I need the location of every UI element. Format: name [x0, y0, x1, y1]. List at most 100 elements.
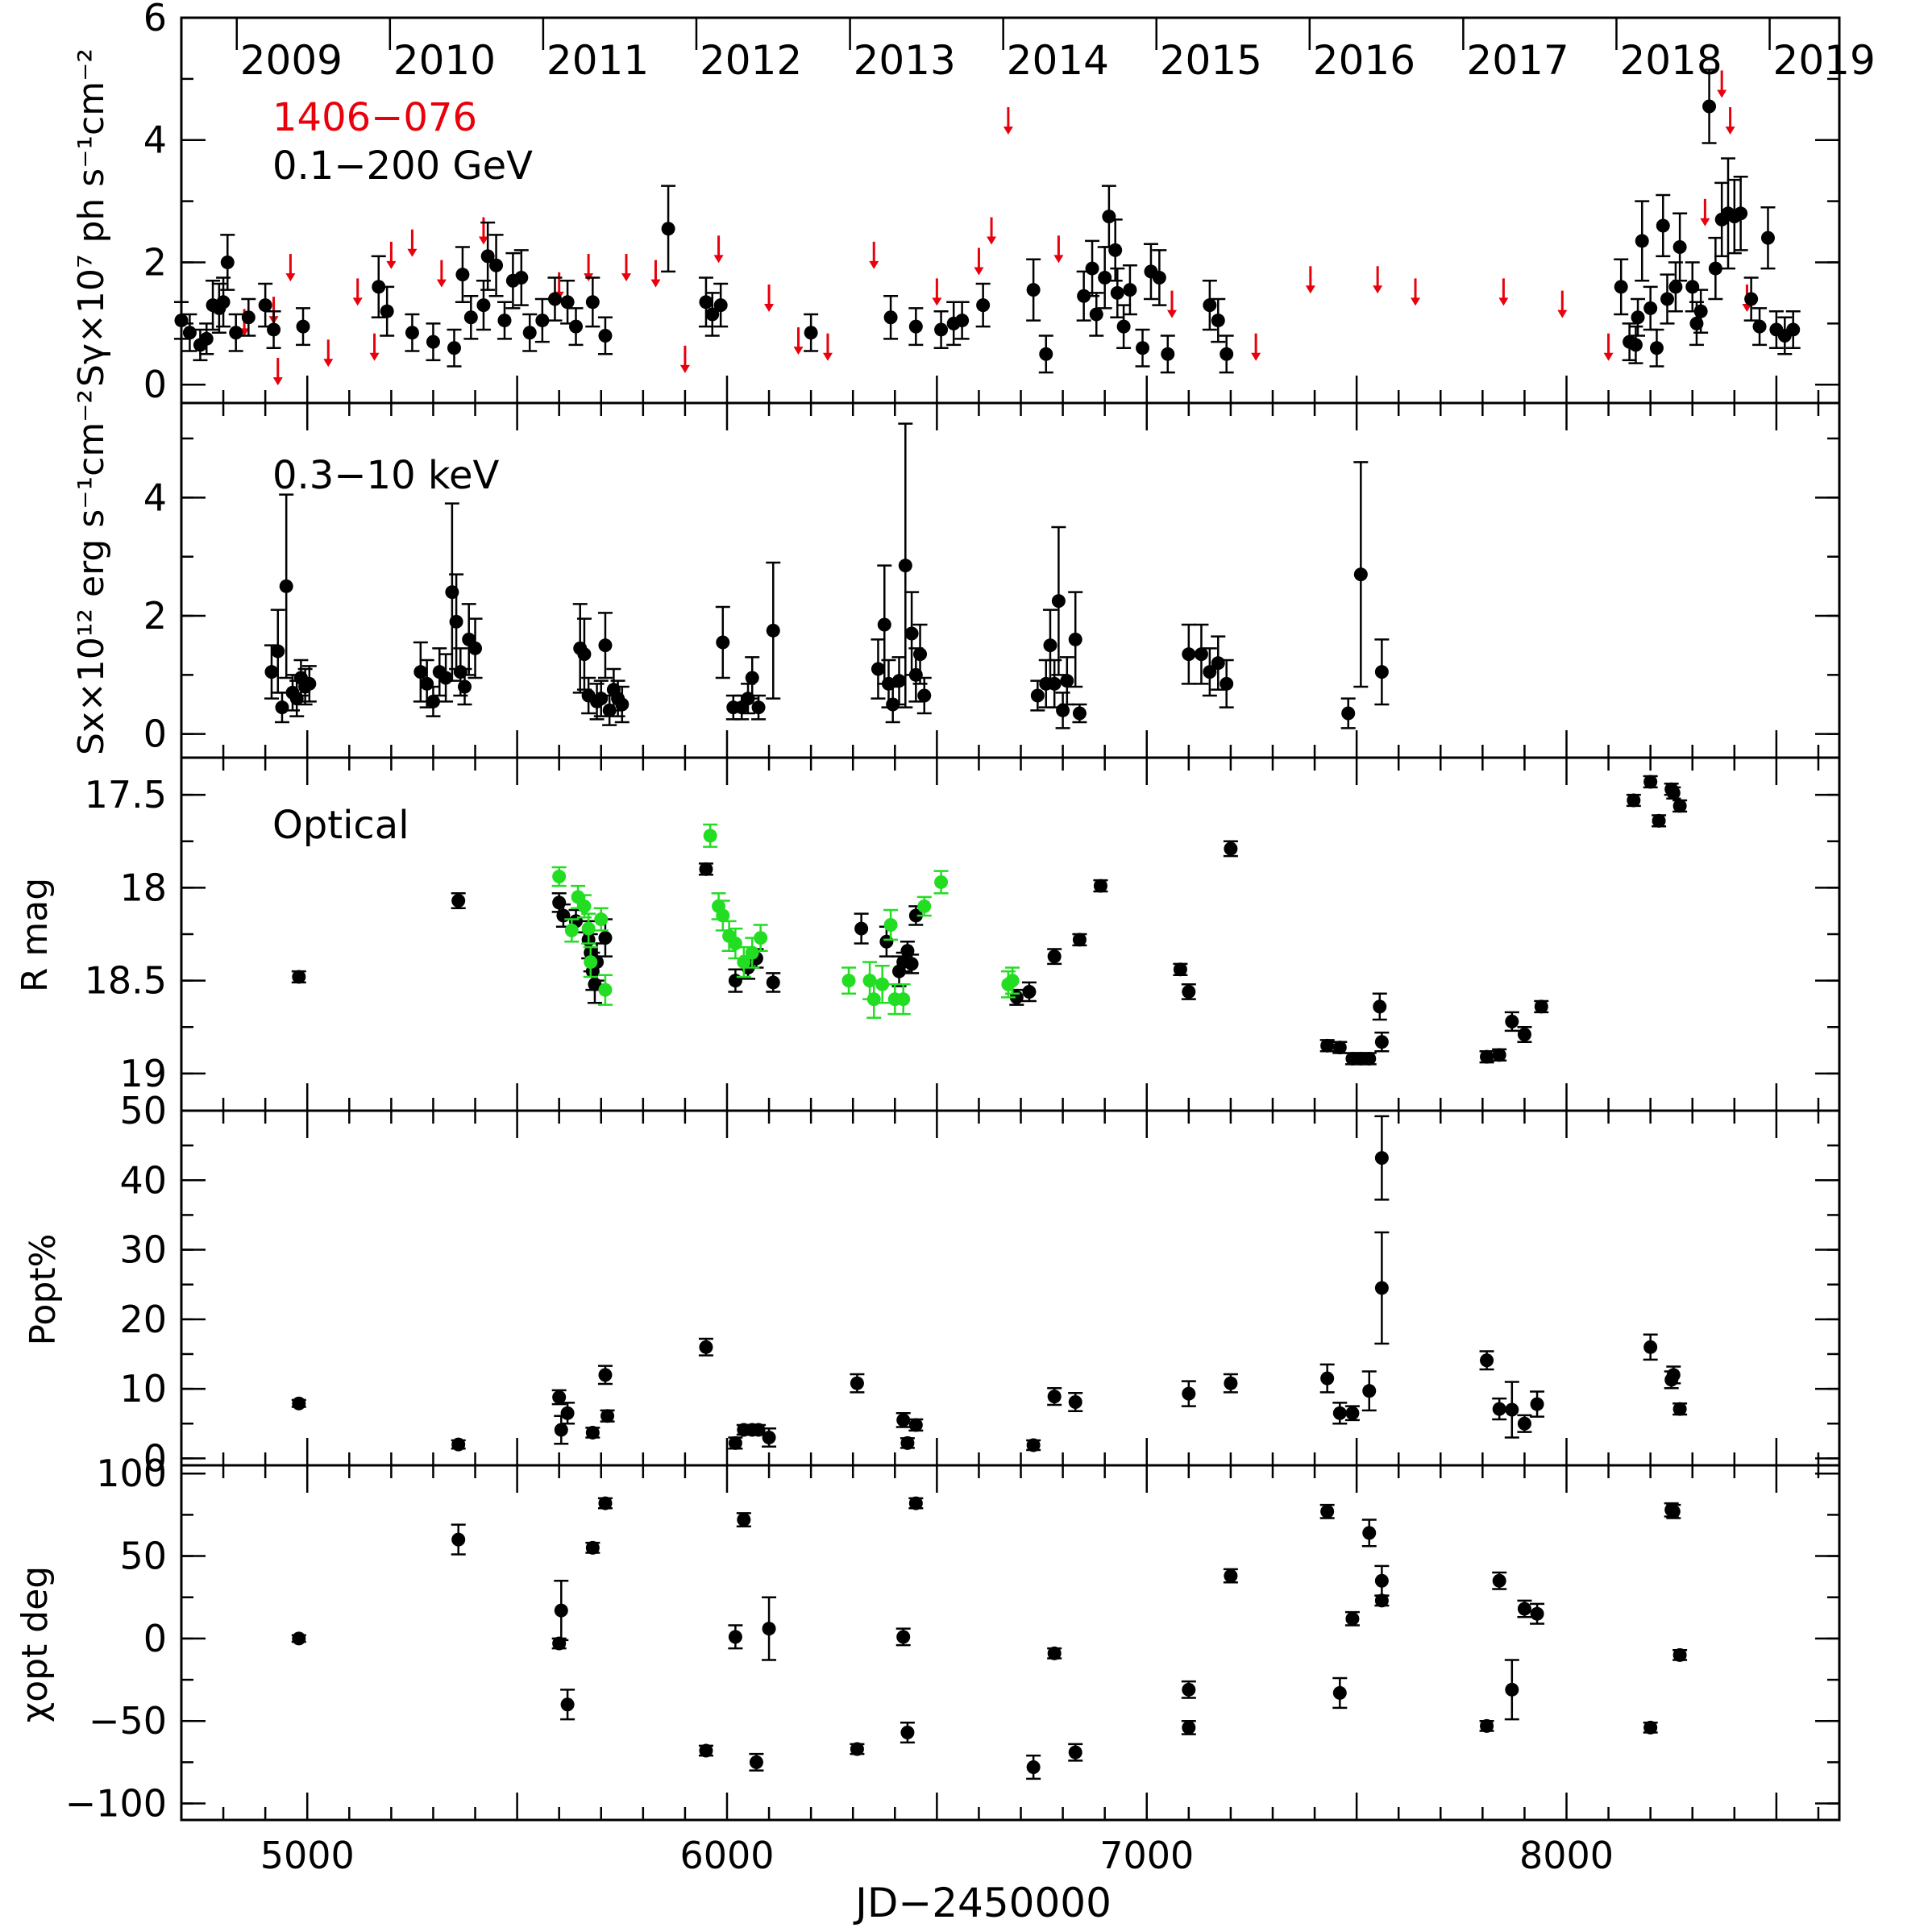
- upper-limit-head: [272, 377, 283, 386]
- data-point: [274, 692, 289, 724]
- data-marker: [1374, 1573, 1389, 1588]
- upper-limit-arrow: [932, 278, 942, 306]
- data-marker: [1022, 984, 1037, 999]
- data-marker: [451, 894, 466, 908]
- data-marker: [883, 917, 898, 932]
- data-point: [728, 1624, 743, 1650]
- data-marker: [552, 1636, 567, 1651]
- year-label: 2018: [1619, 37, 1722, 84]
- data-point: [900, 1435, 915, 1450]
- data-point: [1122, 264, 1137, 316]
- data-marker: [1108, 243, 1123, 257]
- data-marker: [1093, 879, 1107, 893]
- data-point: [380, 285, 395, 337]
- data-marker: [877, 617, 891, 632]
- data-marker: [564, 923, 579, 937]
- data-point: [1344, 1610, 1360, 1627]
- data-point: [749, 1752, 764, 1772]
- data-marker: [1492, 1048, 1506, 1062]
- data-point: [883, 294, 899, 340]
- year-label: 2009: [240, 37, 343, 84]
- data-point: [1047, 1646, 1062, 1660]
- data-point: [585, 1540, 600, 1555]
- data-marker: [552, 870, 567, 884]
- data-point: [1660, 273, 1675, 325]
- data-marker: [1194, 647, 1208, 662]
- data-marker: [699, 295, 713, 310]
- data-marker: [1056, 703, 1070, 717]
- data-marker: [898, 559, 912, 573]
- data-points-layer: [174, 69, 1801, 1780]
- data-point: [1160, 334, 1175, 374]
- data-point: [1708, 236, 1723, 301]
- upper-limit-head: [352, 297, 363, 306]
- data-point: [1628, 325, 1643, 364]
- data-point: [891, 656, 907, 706]
- data-marker: [1182, 984, 1196, 999]
- data-point: [560, 1689, 575, 1721]
- data-marker: [275, 700, 289, 715]
- data-point: [451, 1437, 466, 1452]
- data-marker: [1530, 1606, 1544, 1621]
- data-point: [1202, 647, 1217, 697]
- data-marker: [934, 875, 949, 889]
- upper-limit-head: [1003, 126, 1013, 135]
- data-point: [1089, 292, 1104, 337]
- data-point: [1666, 786, 1681, 800]
- data-point: [1021, 981, 1037, 1003]
- upper-limit-head: [713, 255, 724, 264]
- data-point: [597, 974, 613, 1006]
- data-marker: [751, 700, 766, 715]
- data-marker: [896, 1413, 911, 1427]
- data-marker: [1182, 647, 1196, 662]
- data-marker: [1047, 676, 1062, 691]
- upper-limit-head: [1725, 126, 1735, 135]
- upper-limit-arrow: [987, 217, 997, 245]
- data-point: [266, 310, 281, 349]
- upper-limit-head: [679, 364, 690, 373]
- data-point: [438, 653, 454, 703]
- data-marker: [569, 319, 584, 334]
- data-marker: [1374, 1281, 1389, 1295]
- data-point: [1361, 1370, 1377, 1412]
- data-point: [1072, 933, 1087, 947]
- data-marker: [560, 295, 575, 310]
- y-tick-label: 4: [143, 476, 167, 519]
- y-tick-label: −50: [89, 1699, 167, 1743]
- data-point: [291, 970, 306, 984]
- data-marker: [1672, 1647, 1687, 1662]
- data-marker: [1161, 347, 1175, 361]
- upper-limit-arrow: [1700, 198, 1710, 226]
- data-marker: [296, 319, 310, 334]
- data-point: [1202, 280, 1217, 331]
- y-tick-label: 20: [119, 1298, 167, 1341]
- data-point: [1332, 1041, 1348, 1055]
- upper-limit-head: [1700, 218, 1710, 226]
- axis-labels: 1406−076 0.1−200 GeV 0.3−10 keV Optical …: [15, 48, 1112, 1926]
- data-marker: [900, 1435, 915, 1450]
- data-marker: [804, 326, 818, 340]
- data-point: [426, 322, 441, 362]
- data-point: [698, 1337, 713, 1357]
- data-point: [895, 983, 911, 1016]
- data-point: [1643, 775, 1658, 789]
- data-marker: [1320, 1038, 1335, 1053]
- data-point: [698, 276, 713, 328]
- data-point: [1173, 962, 1188, 977]
- data-marker: [1672, 1402, 1687, 1416]
- data-marker: [1668, 280, 1683, 294]
- data-point: [745, 937, 760, 969]
- data-marker: [1211, 314, 1225, 328]
- data-marker: [585, 1540, 600, 1555]
- data-point: [1479, 1049, 1494, 1064]
- data-marker: [584, 955, 598, 970]
- data-marker: [762, 1430, 776, 1444]
- data-marker: [577, 647, 592, 662]
- data-point: [1340, 697, 1356, 729]
- data-point: [1194, 623, 1209, 685]
- data-marker: [426, 334, 440, 349]
- data-point: [488, 234, 504, 297]
- data-point: [1085, 239, 1100, 297]
- data-point: [883, 908, 899, 941]
